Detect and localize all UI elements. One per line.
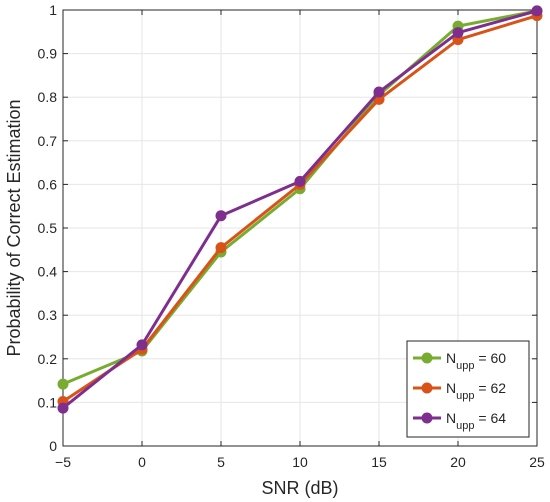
y-tick-label: 0	[49, 438, 57, 454]
y-axis-title: Probability of Correct Estimation	[4, 99, 24, 356]
data-point	[452, 27, 464, 39]
x-tick-label: 20	[450, 454, 466, 470]
legend-swatch-marker	[421, 352, 433, 364]
x-tick-label: 10	[292, 454, 308, 470]
data-point	[215, 242, 227, 254]
y-tick-label: 0.3	[38, 307, 58, 323]
data-point	[136, 339, 148, 351]
x-tick-label: 5	[217, 454, 225, 470]
x-tick-label: 15	[371, 454, 387, 470]
legend-label: Nupp = 62	[446, 380, 506, 402]
data-point	[294, 175, 306, 187]
legend-swatch-marker	[421, 382, 433, 394]
legend-entry: Nupp = 64	[413, 410, 506, 432]
y-tick-label: 0.6	[38, 176, 58, 192]
legend: Nupp = 60 Nupp = 62 Nupp = 64	[406, 340, 530, 438]
y-tick-label: 0.4	[38, 264, 58, 280]
data-point	[373, 86, 385, 98]
data-point	[57, 402, 69, 414]
y-tick-label: 0.2	[38, 351, 58, 367]
y-tick-label: 0.5	[38, 220, 58, 236]
y-tick-label: 0.9	[38, 46, 58, 62]
y-axis-ticks: 0 0.1 0.2 0.3 0.4 0.5 0.6 0.7 0.8 0.9 1	[38, 2, 537, 454]
y-tick-label: 0.8	[38, 89, 58, 105]
series-layer	[57, 5, 543, 414]
legend-entry: Nupp = 62	[413, 380, 506, 402]
legend-swatch-marker	[421, 412, 433, 424]
x-axis-title: SNR (dB)	[261, 478, 338, 498]
legend-label: Nupp = 64	[446, 410, 506, 432]
series-2	[57, 5, 543, 414]
x-tick-label: −5	[55, 454, 71, 470]
x-axis-ticks: −5 0 5 10 15 20 25	[55, 10, 545, 470]
y-tick-label: 0.7	[38, 133, 58, 149]
data-point	[57, 378, 69, 390]
x-tick-label: 25	[529, 454, 545, 470]
legend-entry: Nupp = 60	[413, 350, 506, 372]
data-point	[215, 210, 227, 222]
y-tick-label: 1	[49, 2, 57, 18]
x-tick-label: 0	[138, 454, 146, 470]
y-tick-label: 0.1	[38, 394, 58, 410]
data-point	[531, 5, 543, 17]
legend-label: Nupp = 60	[446, 350, 506, 372]
